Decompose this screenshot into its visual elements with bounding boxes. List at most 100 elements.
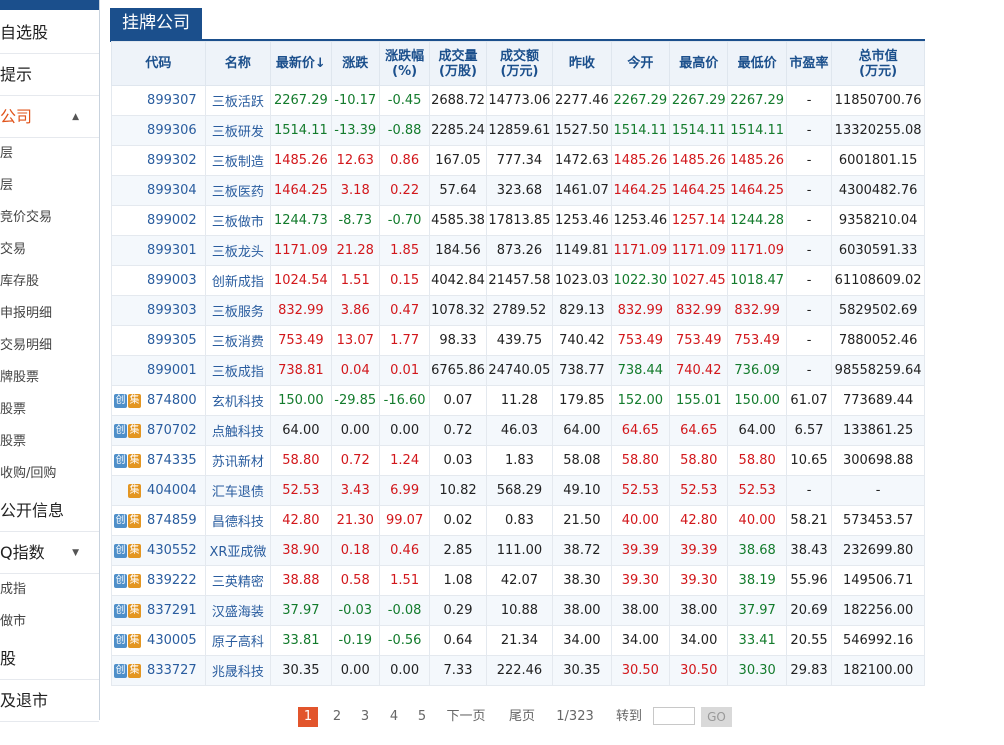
page-button[interactable]: 1 — [298, 707, 318, 727]
sidebar-item[interactable]: 交易明细 — [0, 330, 99, 362]
go-button[interactable]: GO — [701, 707, 732, 727]
column-header[interactable]: 涨跌幅 (%) — [378, 41, 431, 86]
cell-name[interactable]: 玄机科技 — [204, 385, 272, 416]
column-header[interactable]: 市盈率 — [785, 41, 833, 86]
sidebar-item[interactable]: 及退市 — [0, 680, 99, 722]
sidebar-item[interactable]: Q指数 ▼ — [0, 532, 99, 574]
sidebar-item[interactable]: 股票 — [0, 426, 99, 458]
stock-code[interactable]: 899001 — [147, 363, 197, 378]
stock-code[interactable]: 899002 — [147, 213, 197, 228]
stock-code[interactable]: 430552 — [147, 543, 197, 558]
table-row[interactable]: 创集 874800 玄机科技 150.00 -29.85 -16.60 0.07 11.28 1… — [111, 385, 925, 416]
sidebar-item[interactable]: 收购/回购 — [0, 458, 99, 490]
cell-name[interactable]: 三板服务 — [204, 295, 272, 326]
sidebar-item[interactable]: 层 — [0, 138, 99, 170]
cell-name[interactable]: 兆晟科技 — [204, 655, 272, 686]
cell-name[interactable]: 三板龙头 — [204, 235, 272, 266]
last-page-link[interactable]: 尾页 — [508, 709, 535, 724]
column-header[interactable]: 名称 — [204, 41, 272, 86]
table-row[interactable]: 899305 三板消费 753.49 13.07 1.77 98.33 439.75 740.… — [111, 325, 925, 356]
table-row[interactable]: 创集 874335 苏讯新材 58.80 0.72 1.24 0.03 1.83 58.08 58… — [111, 445, 925, 476]
cell-name[interactable]: 汉盛海装 — [204, 595, 272, 626]
table-row[interactable]: 创集 833727 兆晟科技 30.35 0.00 0.00 7.33 222.46 30.35… — [111, 655, 925, 686]
page-button[interactable]: 5 — [417, 709, 427, 724]
sidebar-item[interactable]: 做市 — [0, 606, 99, 638]
stock-code[interactable]: 899306 — [147, 123, 197, 138]
cell-name[interactable]: 昌德科技 — [204, 505, 272, 536]
cell-code[interactable]: 创集 874335 — [111, 445, 206, 476]
sidebar-item[interactable]: 层 — [0, 170, 99, 202]
table-row[interactable]: 899302 三板制造 1485.26 12.63 0.86 167.05 777.34 14… — [111, 145, 925, 176]
column-header[interactable]: 总市值 (万元) — [831, 41, 925, 86]
column-header[interactable]: 最新价↓ — [270, 41, 332, 86]
cell-name[interactable]: 创新成指 — [204, 265, 272, 296]
cell-code[interactable]: 创集 839222 — [111, 565, 206, 596]
table-row[interactable]: 899304 三板医药 1464.25 3.18 0.22 57.64 323.68 1461… — [111, 175, 925, 206]
sidebar-item[interactable]: 交易 — [0, 234, 99, 266]
stock-code[interactable]: 899301 — [147, 243, 197, 258]
table-row[interactable]: 创集 430552 XR亚成微 38.90 0.18 0.46 2.85 111.00 38.7… — [111, 535, 925, 566]
stock-code[interactable]: 874859 — [147, 513, 197, 528]
cell-code[interactable]: 899301 — [111, 235, 206, 266]
cell-code[interactable]: 集 404004 — [111, 475, 206, 506]
cell-name[interactable]: 原子高科 — [204, 625, 272, 656]
cell-code[interactable]: 899304 — [111, 175, 206, 206]
page-button[interactable]: 3 — [360, 709, 370, 724]
column-header[interactable]: 今开 — [610, 41, 671, 86]
goto-page-input[interactable] — [653, 707, 695, 725]
cell-code[interactable]: 899002 — [111, 205, 206, 236]
cell-code[interactable]: 899001 — [111, 355, 206, 386]
cell-name[interactable]: 三板制造 — [204, 145, 272, 176]
stock-code[interactable]: 899302 — [147, 153, 197, 168]
table-row[interactable]: 899303 三板服务 832.99 3.86 0.47 1078.32 2789.52 82… — [111, 295, 925, 326]
cell-name[interactable]: 三板成指 — [204, 355, 272, 386]
table-row[interactable]: 899001 三板成指 738.81 0.04 0.01 6765.86 24740.05 7… — [111, 355, 925, 386]
stock-code[interactable]: 874800 — [147, 393, 197, 408]
sidebar-item[interactable]: 提示 — [0, 54, 99, 96]
cell-code[interactable]: 899003 — [111, 265, 206, 296]
column-header[interactable]: 最低价 — [727, 41, 787, 86]
cell-code[interactable]: 899305 — [111, 325, 206, 356]
sidebar-item[interactable]: 公开信息 — [0, 490, 99, 532]
cell-code[interactable]: 创集 837291 — [111, 595, 206, 626]
page-button[interactable]: 2 — [332, 709, 342, 724]
table-row[interactable]: 创集 837291 汉盛海装 37.97 -0.03 -0.08 0.29 10.88 38.0… — [111, 595, 925, 626]
cell-code[interactable]: 899306 — [111, 115, 206, 146]
sidebar-item[interactable]: 申报明细 — [0, 298, 99, 330]
cell-name[interactable]: 汇车退债 — [204, 475, 272, 506]
sidebar-item[interactable]: 库存股 — [0, 266, 99, 298]
cell-name[interactable]: 苏讯新材 — [204, 445, 272, 476]
cell-name[interactable]: 三板医药 — [204, 175, 272, 206]
stock-code[interactable]: 833727 — [147, 663, 197, 678]
stock-code[interactable]: 404004 — [147, 483, 197, 498]
stock-code[interactable]: 899304 — [147, 183, 197, 198]
table-row[interactable]: 899307 三板活跃 2267.29 -10.17 -0.45 2688.72 14773… — [111, 85, 925, 116]
table-row[interactable]: 集 404004 汇车退债 52.53 3.43 6.99 10.82 568.29 49.10… — [111, 475, 925, 506]
sidebar-item[interactable]: 牌股票 — [0, 362, 99, 394]
cell-code[interactable]: 创集 874800 — [111, 385, 206, 416]
cell-code[interactable]: 899302 — [111, 145, 206, 176]
sidebar-item[interactable]: 成指 — [0, 574, 99, 606]
column-header[interactable]: 成交量 (万股) — [429, 41, 487, 86]
cell-code[interactable]: 创集 430552 — [111, 535, 206, 566]
cell-code[interactable]: 创集 870702 — [111, 415, 206, 446]
cell-code[interactable]: 创集 430005 — [111, 625, 206, 656]
stock-code[interactable]: 899303 — [147, 303, 197, 318]
sidebar-item[interactable]: 股 — [0, 638, 99, 680]
table-row[interactable]: 899002 三板做市 1244.73 -8.73 -0.70 4585.38 17813.… — [111, 205, 925, 236]
table-row[interactable]: 899003 创新成指 1024.54 1.51 0.15 4042.84 21457.58… — [111, 265, 925, 296]
column-header[interactable]: 成交额 (万元) — [485, 41, 554, 86]
stock-code[interactable]: 874335 — [147, 453, 197, 468]
cell-name[interactable]: 三板消费 — [204, 325, 272, 356]
cell-code[interactable]: 创集 833727 — [111, 655, 206, 686]
table-row[interactable]: 899301 三板龙头 1171.09 21.28 1.85 184.56 873.26 11… — [111, 235, 925, 266]
column-header[interactable]: 昨收 — [552, 41, 612, 86]
table-row[interactable]: 创集 874859 昌德科技 42.80 21.30 99.07 0.02 0.83 21.50… — [111, 505, 925, 536]
sidebar-item[interactable]: 自选股 — [0, 12, 99, 54]
page-button[interactable]: 4 — [389, 709, 399, 724]
sidebar-item[interactable]: 股票 — [0, 394, 99, 426]
next-page-link[interactable]: 下一页 — [446, 709, 486, 724]
cell-code[interactable]: 创集 874859 — [111, 505, 206, 536]
stock-code[interactable]: 837291 — [147, 603, 197, 618]
stock-code[interactable]: 899003 — [147, 273, 197, 288]
